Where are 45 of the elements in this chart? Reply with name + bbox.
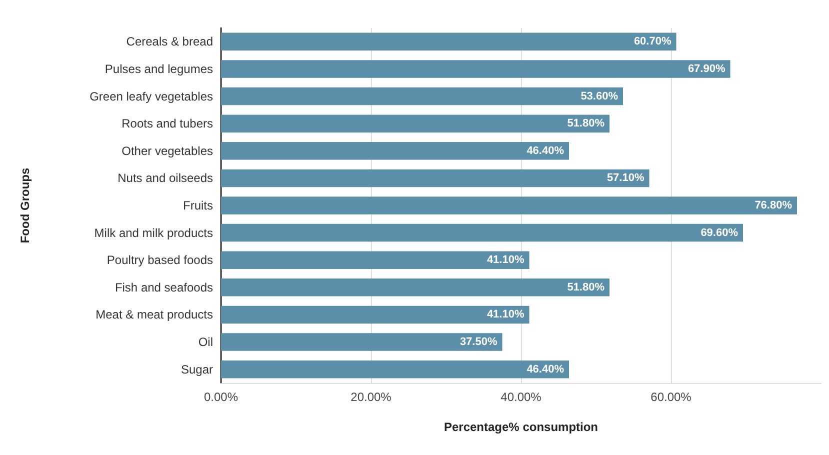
data-label: 60.70% (634, 36, 672, 48)
bar (221, 360, 569, 378)
bar (221, 169, 650, 188)
data-label: 46.40% (526, 363, 564, 376)
y-tick-label: Meat & meat products (96, 308, 213, 322)
bar (221, 60, 730, 78)
bar (221, 333, 502, 351)
bar (221, 142, 569, 160)
bar (221, 114, 610, 132)
y-tick-label: Green leafy vegetables (90, 89, 213, 104)
y-tick-label: Fish and seafoods (114, 280, 213, 294)
data-label: 67.90% (688, 62, 726, 75)
bar (221, 224, 743, 242)
bar (221, 306, 530, 324)
data-label: 37.50% (460, 336, 498, 348)
data-label: 69.60% (700, 226, 738, 239)
y-tick-label: Oil (198, 335, 213, 350)
bar (221, 196, 797, 214)
x-tick-label: 40.00% (500, 390, 542, 404)
data-label: 41.10% (486, 308, 524, 321)
y-tick-label: Sugar (180, 362, 213, 376)
bar (221, 278, 610, 296)
x-tick-label: 20.00% (350, 390, 392, 404)
y-axis-title: Food Groups (18, 168, 32, 244)
y-tick-label: Nuts and oilseeds (118, 171, 213, 186)
bar (221, 251, 530, 269)
y-tick-label: Milk and milk products (94, 226, 213, 240)
data-label: 76.80% (754, 200, 792, 212)
bar (221, 87, 623, 106)
data-label: 41.10% (486, 254, 524, 266)
y-tick-label: Cereals & bread (126, 34, 213, 49)
y-tick-label: Poultry based foods (106, 253, 213, 268)
x-tick-label: 60.00% (650, 390, 692, 404)
bar (221, 32, 676, 51)
y-tick-label: Fruits (183, 198, 213, 212)
data-label: 46.40% (526, 144, 564, 157)
data-label: 53.60% (580, 90, 618, 102)
data-label: 57.10% (606, 172, 644, 184)
data-label: 51.80% (567, 118, 605, 130)
x-axis-title: Percentage% consumption (444, 420, 598, 434)
x-tick-label: 0.00% (204, 390, 238, 404)
y-tick-label: Roots and tubers (122, 116, 213, 131)
data-label: 51.80% (567, 281, 605, 294)
y-tick-label: Pulses and legumes (104, 62, 213, 76)
y-tick-label: Other vegetables (122, 144, 213, 158)
